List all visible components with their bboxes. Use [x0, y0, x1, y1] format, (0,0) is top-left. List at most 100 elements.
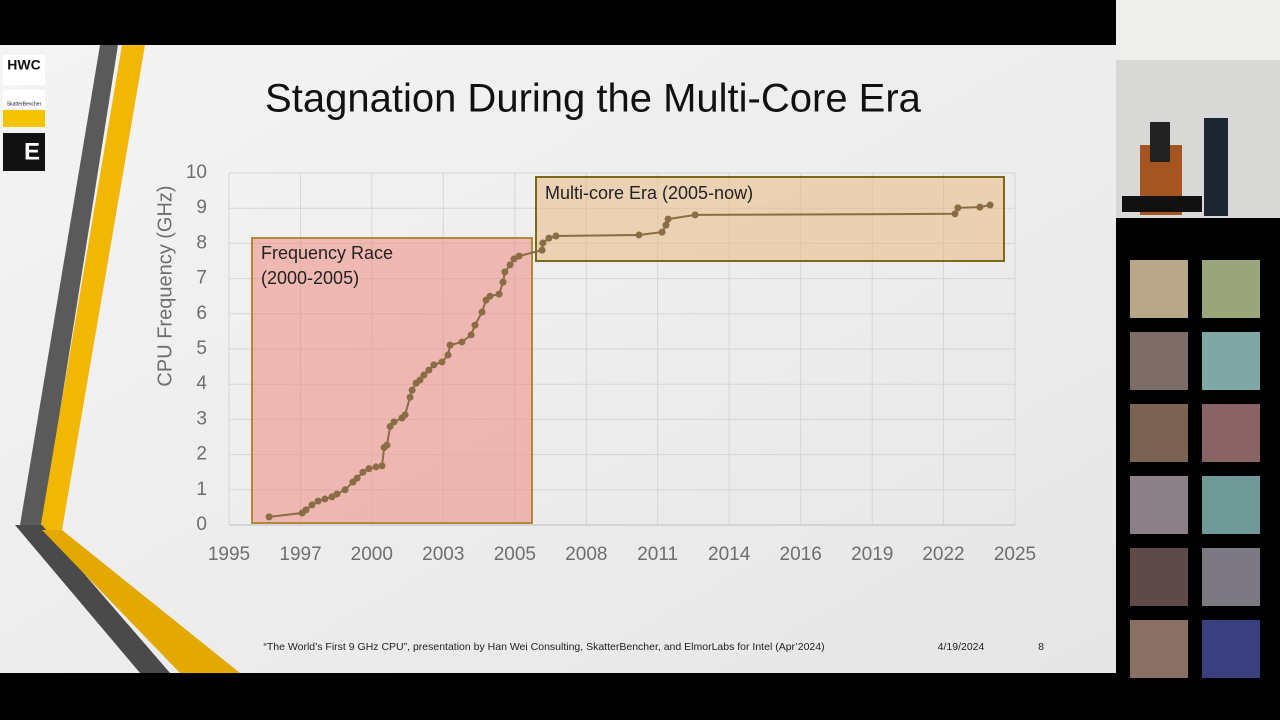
video-person: [1150, 122, 1170, 162]
participant-tile[interactable]: [1202, 476, 1260, 534]
logo-hwc: HWC: [7, 57, 40, 73]
x-tick-label: 2008: [565, 544, 607, 565]
point: [658, 228, 666, 236]
point: [383, 441, 391, 449]
logo-skatter-bg: [3, 90, 45, 108]
point: [408, 386, 416, 394]
footer-date: 4/19/2024: [938, 641, 985, 653]
point: [378, 462, 386, 470]
y-tick-label: 4: [196, 373, 207, 394]
point: [986, 201, 994, 209]
participant-tile[interactable]: [1130, 620, 1188, 678]
logo-skatter-bar: [3, 110, 45, 127]
point: [386, 422, 394, 430]
point: [430, 361, 438, 369]
point: [691, 211, 699, 219]
footer-page: 8: [1038, 641, 1044, 653]
logo-skatter: SkatterBencher: [7, 101, 42, 107]
stripe-yellow: [40, 45, 145, 530]
participant-tile[interactable]: [1202, 620, 1260, 678]
x-tick-label: 2005: [494, 544, 536, 565]
y-axis-label: CPU Frequency (GHz): [154, 185, 176, 386]
annotation: Multi-core Era (2005-now): [545, 183, 753, 203]
point: [954, 204, 962, 212]
x-tick-label: 2011: [637, 544, 678, 565]
participant-tile[interactable]: [1202, 548, 1260, 606]
point: [486, 292, 494, 300]
slide: [0, 45, 1116, 673]
point: [265, 513, 273, 521]
footer-citation: “The World’s First 9 GHz CPU”, presentat…: [263, 641, 824, 653]
participant-tile[interactable]: [1130, 548, 1188, 606]
point: [401, 411, 409, 419]
point: [467, 331, 475, 339]
x-tick-label: 2016: [780, 544, 822, 565]
annotation-box-multicore: [535, 176, 1005, 262]
participant-tile[interactable]: [1130, 260, 1188, 318]
point: [495, 290, 503, 298]
point: [539, 239, 547, 247]
logo-elmor: E: [24, 138, 40, 165]
x-tick-label: 1997: [279, 544, 321, 565]
y-tick-label: 0: [196, 514, 207, 535]
point: [302, 506, 310, 514]
x-tick-label: 1995: [208, 544, 250, 565]
point: [390, 418, 398, 426]
stripe-gray: [20, 45, 118, 525]
point: [515, 252, 523, 260]
stripe-yellow-low: [42, 530, 240, 673]
point: [314, 497, 322, 505]
point: [951, 210, 959, 218]
video-person: [1204, 118, 1228, 216]
point: [353, 474, 361, 482]
point: [635, 231, 643, 239]
point: [333, 490, 341, 498]
video-caption-bar: [1122, 196, 1202, 212]
annotation: (2000-2005): [261, 268, 359, 288]
y-tick-label: 9: [196, 197, 207, 218]
point: [308, 501, 316, 509]
y-tick-label: 8: [196, 232, 207, 253]
annotation-box-frequency: [251, 237, 533, 524]
y-tick-label: 3: [196, 408, 207, 429]
point: [552, 232, 560, 240]
point: [446, 341, 454, 349]
participant-tiles: [1130, 260, 1260, 678]
participant-tile[interactable]: [1202, 260, 1260, 318]
x-tick-label: 2000: [351, 544, 393, 565]
point: [321, 495, 329, 503]
point: [471, 321, 479, 329]
point: [341, 486, 349, 494]
participant-tile[interactable]: [1202, 404, 1260, 462]
participant-tile[interactable]: [1202, 332, 1260, 390]
participant-tile[interactable]: [1130, 476, 1188, 534]
y-tick-label: 1: [196, 479, 207, 500]
point: [662, 221, 670, 229]
stripe-gray-low: [15, 525, 170, 673]
point: [438, 358, 446, 366]
y-tick-label: 10: [186, 162, 207, 183]
point: [478, 308, 486, 316]
x-tick-label: 2025: [994, 544, 1036, 565]
point: [359, 468, 367, 476]
point: [664, 215, 672, 223]
point: [416, 376, 424, 384]
participant-tile[interactable]: [1130, 332, 1188, 390]
logo-elmor-bg: [3, 133, 45, 171]
point: [506, 261, 514, 269]
video-ceiling: [1116, 0, 1280, 60]
point: [538, 246, 546, 254]
participant-tile[interactable]: [1130, 404, 1188, 462]
x-tick-label: 2014: [708, 544, 751, 565]
x-tick-label: 2019: [851, 544, 893, 565]
y-tick-label: 6: [196, 303, 207, 324]
point: [444, 351, 452, 359]
point: [365, 465, 373, 473]
point: [372, 463, 380, 471]
point: [976, 203, 984, 211]
annotation: Frequency Race: [261, 243, 393, 263]
y-tick-label: 2: [196, 444, 207, 465]
x-tick-label: 2003: [422, 544, 464, 565]
